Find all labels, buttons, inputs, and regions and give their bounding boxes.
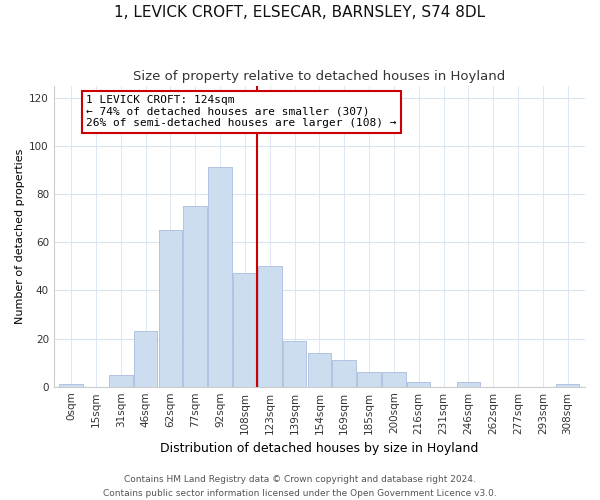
Bar	[233, 274, 257, 386]
Bar	[283, 341, 307, 386]
Bar	[332, 360, 356, 386]
Bar	[407, 382, 430, 386]
Y-axis label: Number of detached properties: Number of detached properties	[15, 148, 25, 324]
Bar	[208, 168, 232, 386]
Text: Contains HM Land Registry data © Crown copyright and database right 2024.
Contai: Contains HM Land Registry data © Crown c…	[103, 476, 497, 498]
Bar	[59, 384, 83, 386]
Bar	[308, 353, 331, 386]
Bar	[258, 266, 281, 386]
Text: 1, LEVICK CROFT, ELSECAR, BARNSLEY, S74 8DL: 1, LEVICK CROFT, ELSECAR, BARNSLEY, S74 …	[115, 5, 485, 20]
Bar	[158, 230, 182, 386]
Bar	[457, 382, 480, 386]
Bar	[134, 332, 157, 386]
X-axis label: Distribution of detached houses by size in Hoyland: Distribution of detached houses by size …	[160, 442, 479, 455]
Text: 1 LEVICK CROFT: 124sqm
← 74% of detached houses are smaller (307)
26% of semi-de: 1 LEVICK CROFT: 124sqm ← 74% of detached…	[86, 95, 397, 128]
Bar	[184, 206, 207, 386]
Title: Size of property relative to detached houses in Hoyland: Size of property relative to detached ho…	[133, 70, 506, 83]
Bar	[382, 372, 406, 386]
Bar	[357, 372, 381, 386]
Bar	[556, 384, 580, 386]
Bar	[109, 374, 133, 386]
